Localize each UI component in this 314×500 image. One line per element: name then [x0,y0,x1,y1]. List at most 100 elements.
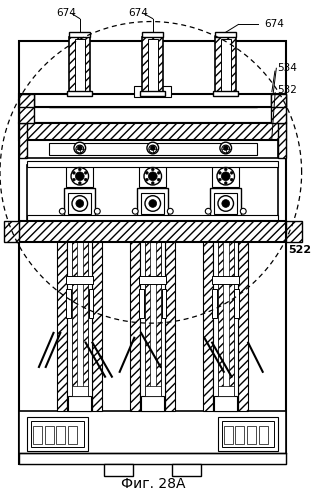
Bar [141,396,165,410]
Text: 674: 674 [265,20,284,30]
Bar [218,230,234,401]
Bar [66,289,71,318]
Bar [140,230,165,410]
Bar [72,386,88,396]
Circle shape [149,145,157,153]
Bar [19,41,286,464]
Circle shape [72,196,88,212]
Circle shape [95,208,100,214]
Bar [49,143,257,155]
Circle shape [75,172,84,180]
Circle shape [144,168,161,185]
Bar [19,94,34,107]
Bar [130,230,140,410]
Bar [272,94,286,122]
Bar [238,230,248,410]
Bar [27,140,278,158]
Bar [214,193,237,214]
Bar [19,94,34,122]
Bar [68,426,77,444]
Bar [222,422,274,446]
Bar [150,230,156,396]
Circle shape [220,142,231,154]
Circle shape [167,208,173,214]
Bar [27,215,278,221]
Circle shape [205,208,211,214]
Bar [19,452,286,464]
Bar [19,107,286,122]
Bar [67,90,92,96]
Bar [19,94,286,107]
Bar [247,426,256,444]
Bar [224,426,233,444]
Text: 674: 674 [56,8,76,18]
Bar [92,230,102,410]
Circle shape [78,182,81,184]
Circle shape [147,142,159,154]
Bar [218,386,234,396]
Bar [19,122,27,158]
Circle shape [221,172,230,180]
Bar [68,193,91,214]
Bar [27,164,278,221]
Bar [212,276,239,284]
Bar [137,188,168,217]
Bar [27,160,278,166]
Circle shape [73,172,75,174]
Bar [31,422,84,446]
Bar [139,166,166,187]
Circle shape [157,178,160,181]
Bar [286,221,302,242]
Bar [236,426,244,444]
Circle shape [218,178,221,181]
Circle shape [150,146,155,150]
Bar [221,39,230,92]
Text: 534: 534 [277,63,297,73]
Bar [68,396,91,410]
Bar [212,289,217,318]
Bar [57,230,67,410]
Circle shape [149,172,157,180]
Bar [4,221,19,242]
Circle shape [218,196,234,212]
Bar [215,32,236,37]
Bar [165,230,175,410]
Circle shape [74,142,86,154]
Bar [64,188,95,217]
Bar [141,193,165,214]
Bar [235,289,239,318]
Bar [214,396,237,410]
Bar [259,426,268,444]
Bar [139,276,166,284]
Bar [203,230,213,410]
Bar [69,37,90,94]
Bar [215,37,236,94]
Bar [212,166,239,187]
Circle shape [151,168,154,171]
Bar [142,32,164,37]
Bar [66,166,93,187]
Text: Фиг. 28А: Фиг. 28А [121,476,185,490]
Bar [33,426,42,444]
Text: 674: 674 [128,8,148,18]
Circle shape [59,208,65,214]
Circle shape [76,145,84,153]
Bar [223,230,229,396]
Circle shape [224,182,227,184]
Bar [49,94,257,107]
Circle shape [230,172,233,174]
Bar [145,230,160,401]
Bar [140,90,165,96]
Bar [218,416,278,450]
Circle shape [149,200,157,207]
Circle shape [71,168,89,185]
Circle shape [145,172,148,174]
Bar [148,39,158,92]
Bar [104,464,133,476]
Circle shape [78,168,81,171]
Bar [66,276,93,284]
Circle shape [224,168,227,171]
Circle shape [222,200,230,207]
Bar [89,289,93,318]
Bar [134,86,171,98]
